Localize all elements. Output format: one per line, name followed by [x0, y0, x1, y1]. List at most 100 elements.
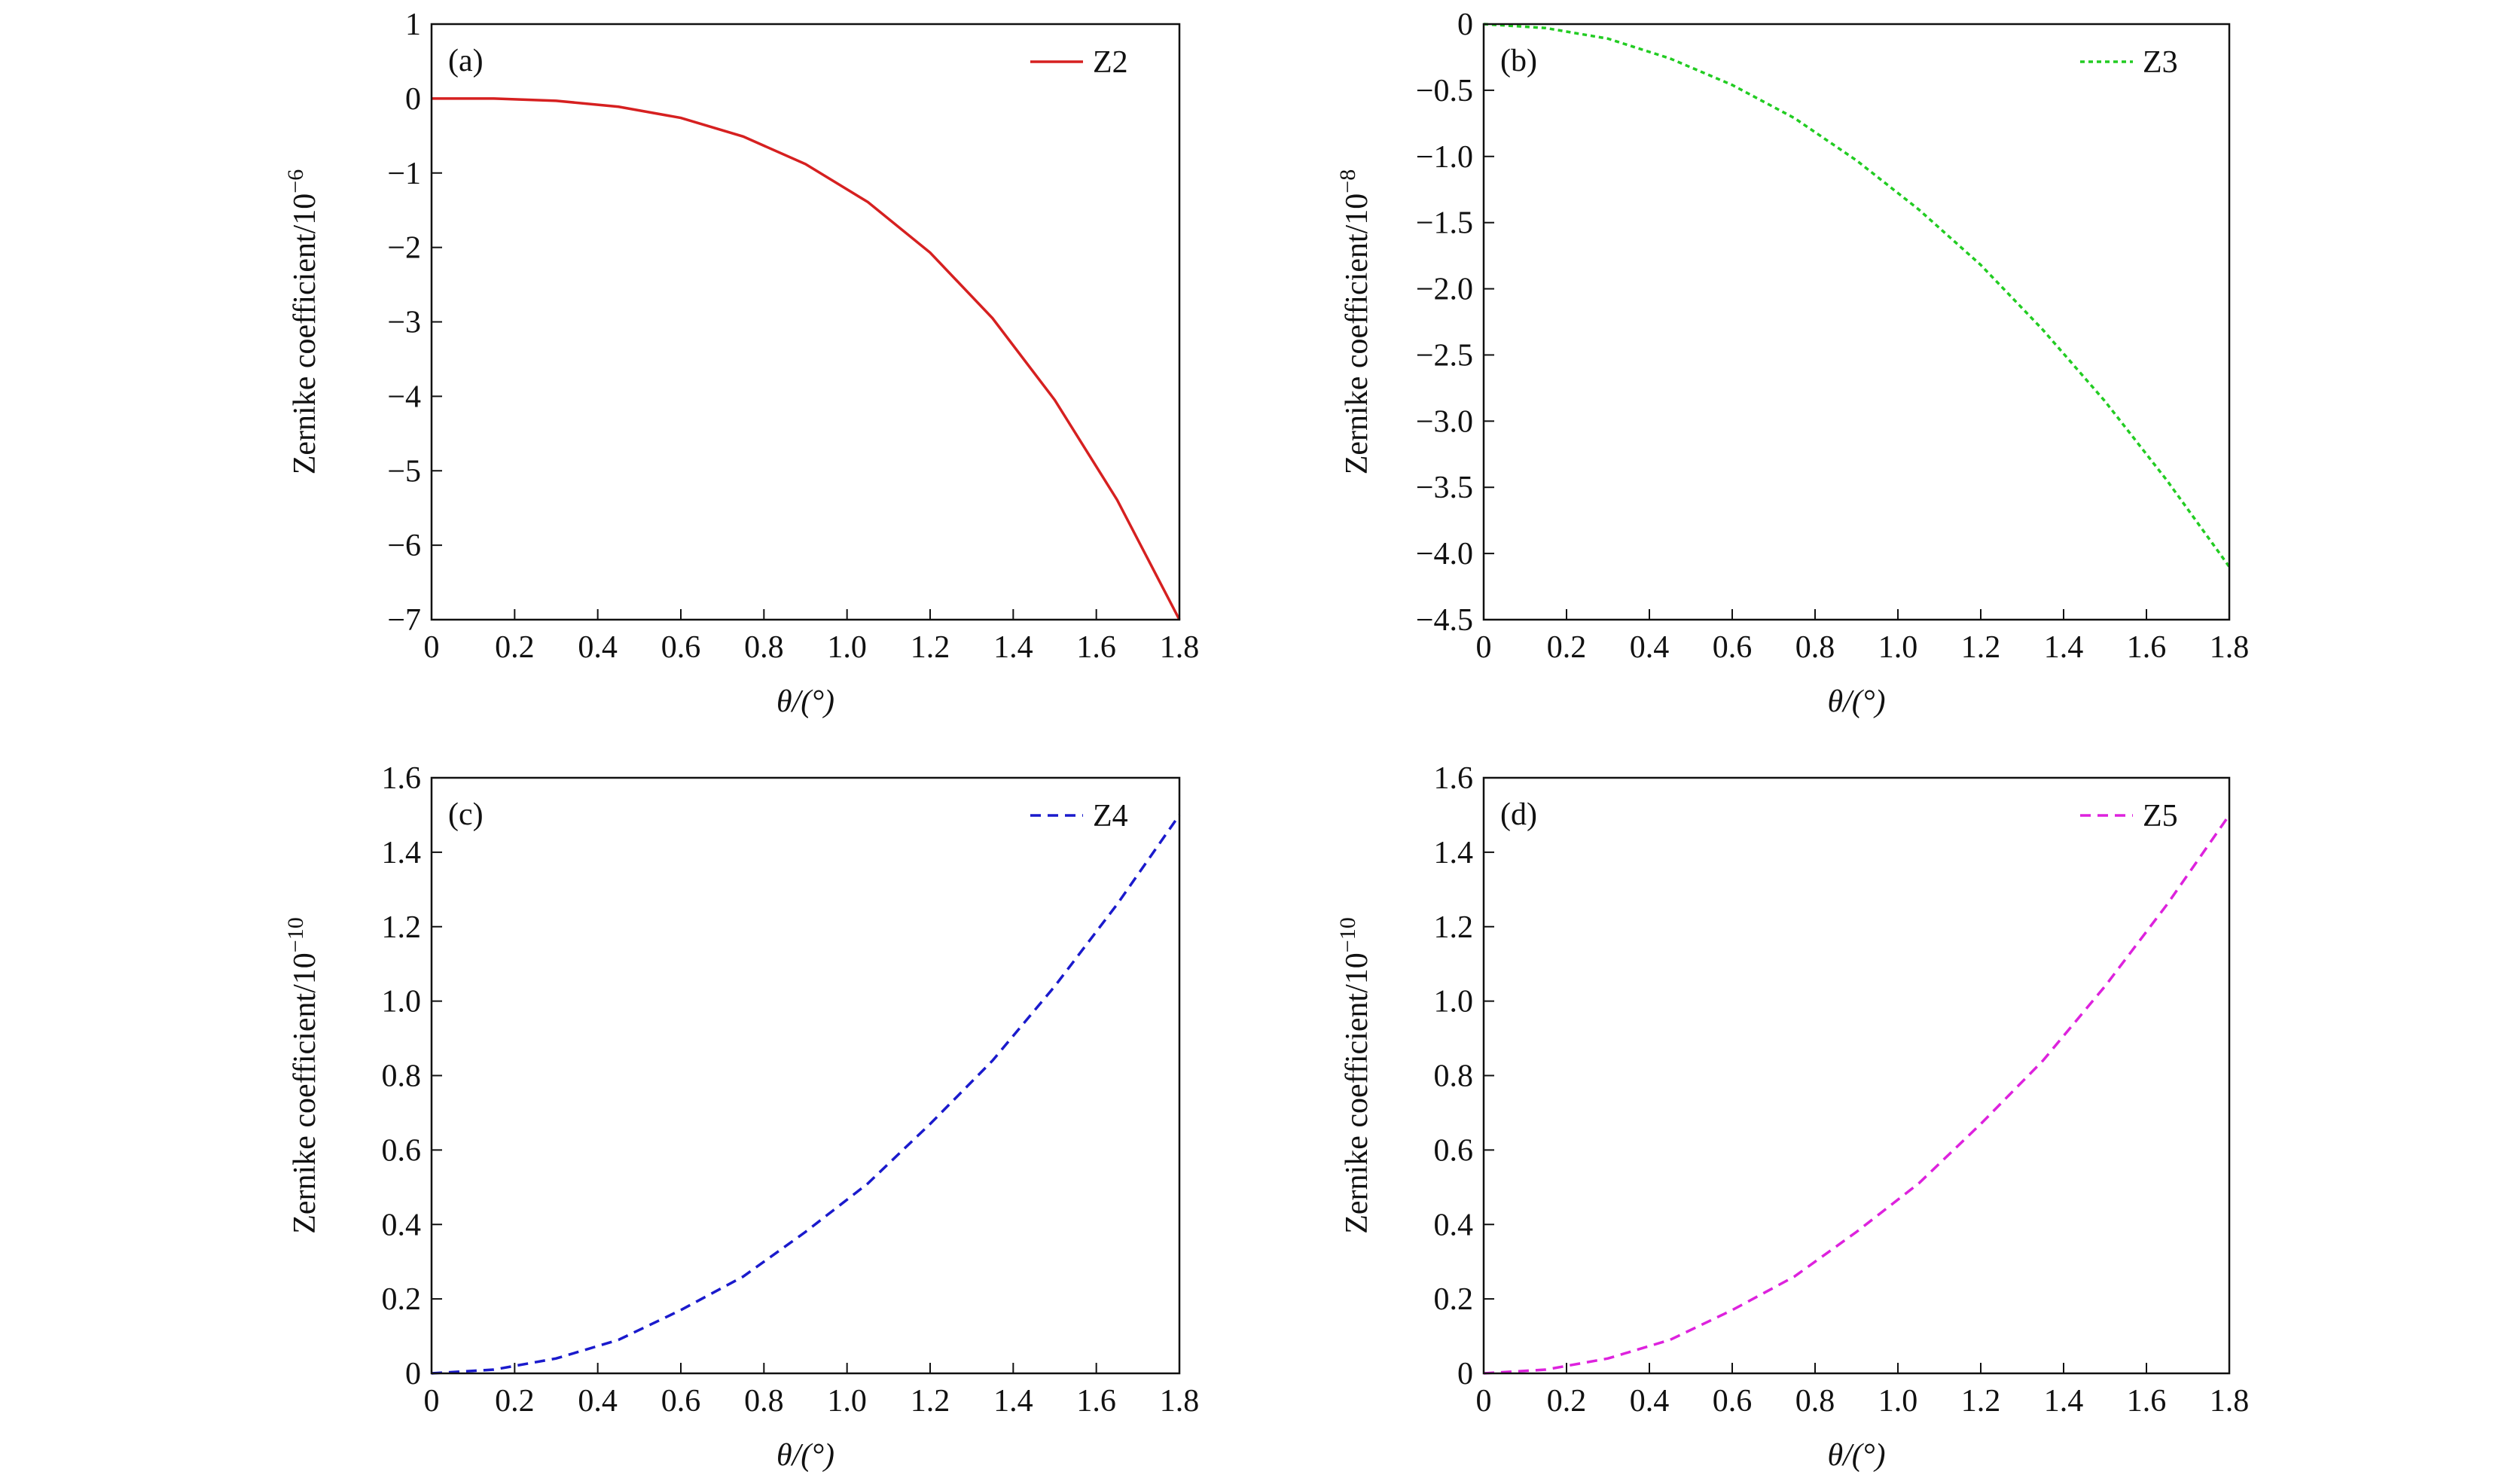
y-tick-label: 0 — [1457, 8, 1473, 42]
y-tick-label: 0.2 — [382, 1282, 422, 1317]
x-tick-label: 1.4 — [2044, 630, 2084, 665]
y-tick-label: 0 — [1457, 1357, 1473, 1391]
y-tick-label: −2 — [387, 231, 421, 266]
y-axis-label-power: −10 — [1335, 917, 1360, 952]
y-tick-label: 0 — [405, 1357, 421, 1391]
x-tick-label: 0.4 — [1630, 1384, 1670, 1419]
x-tick-label: 0.6 — [1713, 630, 1753, 665]
panel: 0 0.2 0.4 0.6 0.8 1.0 1.2 1.4 1.6 1.8 −4.5 −4.0 −3.5… — [1335, 8, 2249, 719]
data-line — [1483, 814, 2231, 1375]
legend-label: Z5 — [2143, 799, 2178, 833]
y-tick-label: 1.2 — [382, 910, 422, 945]
x-tick-label: 0.8 — [744, 1384, 784, 1419]
y-tick-label: −1 — [387, 157, 421, 191]
x-tick-label: 1.2 — [1961, 1384, 2001, 1419]
x-tick-label: 0.8 — [1795, 1384, 1835, 1419]
y-tick-label: 0.2 — [1434, 1282, 1474, 1317]
x-tick-label: 0 — [1476, 1384, 1492, 1419]
y-tick-label: 0.8 — [1434, 1059, 1474, 1094]
data-line — [432, 97, 1181, 620]
x-tick-label: 1.0 — [1878, 1384, 1918, 1419]
panel: 0 0.2 0.4 0.6 0.8 1.0 1.2 1.4 1.6 1.8 0 0.2 0.4 0.6 0.… — [283, 761, 1199, 1473]
y-tick-label: 1.2 — [1434, 910, 1474, 945]
y-tick-label: −5 — [387, 454, 421, 489]
y-axis-label-text: Zernike coefficient/10 — [1340, 194, 1374, 475]
x-tick-label: 1.0 — [1878, 630, 1918, 665]
x-tick-label: 1.0 — [827, 630, 867, 665]
x-tick-label: 0 — [424, 630, 440, 665]
x-tick-label: 0.4 — [1630, 630, 1670, 665]
panel-label: (a) — [448, 44, 484, 78]
panel: 0 0.2 0.4 0.6 0.8 1.0 1.2 1.4 1.6 1.8 −7 −6 −5 −4 −3 −2… — [283, 8, 1199, 719]
y-tick-label: 1 — [405, 8, 421, 42]
y-tick-label: −6 — [387, 529, 421, 563]
x-axis-label: θ/(°) — [776, 1438, 834, 1473]
x-tick-label: 0.8 — [1795, 630, 1835, 665]
x-tick-label: 0.6 — [661, 1384, 701, 1419]
y-tick-label: −7 — [387, 603, 421, 638]
y-tick-label: −1.5 — [1416, 206, 1473, 241]
legend-label: Z3 — [2143, 45, 2178, 80]
y-tick-label: 0.8 — [382, 1059, 422, 1094]
y-tick-label: −2.0 — [1416, 273, 1473, 307]
x-tick-label: 0.4 — [578, 1384, 618, 1419]
data-line — [1483, 23, 2231, 568]
y-tick-label: 1.6 — [382, 761, 422, 796]
y-tick-label: 0.4 — [382, 1208, 422, 1242]
data-line — [431, 814, 1181, 1375]
x-tick-label: 1.2 — [911, 630, 950, 665]
y-tick-label: 0.4 — [1434, 1208, 1474, 1242]
y-tick-label: 1.0 — [382, 985, 422, 1019]
y-tick-label: 1.4 — [1434, 836, 1474, 870]
y-tick-label: −4 — [387, 379, 421, 414]
x-tick-label: 0 — [424, 1384, 440, 1419]
y-tick-label: −2.5 — [1416, 338, 1473, 373]
x-tick-label: 0.8 — [744, 630, 784, 665]
plot-frame — [430, 23, 1181, 621]
y-axis-label-text: Zernike coefficient/10 — [288, 952, 322, 1234]
y-axis-label: Zernike coefficient/10−6 — [283, 169, 322, 474]
plot-frame — [1482, 23, 2231, 621]
x-tick-label: 1.4 — [2044, 1384, 2084, 1419]
y-tick-label: −4.5 — [1416, 603, 1473, 638]
y-tick-label: −3 — [387, 306, 421, 340]
x-tick-label: 1.0 — [827, 1384, 867, 1419]
plot-frame — [1482, 776, 2231, 1375]
plot-frame — [430, 776, 1181, 1375]
x-tick-label: 1.4 — [993, 1384, 1033, 1419]
x-tick-label: 0.2 — [495, 1384, 535, 1419]
y-axis-label-power: −6 — [283, 169, 308, 194]
y-tick-label: 1.6 — [1434, 761, 1474, 796]
y-tick-label: 0.6 — [382, 1133, 422, 1168]
x-tick-label: 1.6 — [2127, 630, 2167, 665]
x-axis-label: θ/(°) — [1827, 684, 1885, 719]
x-tick-label: 1.6 — [1076, 630, 1116, 665]
x-tick-label: 0.2 — [1547, 1384, 1587, 1419]
panel-label: (d) — [1500, 797, 1537, 832]
legend-label: Z2 — [1093, 45, 1128, 80]
y-tick-label: 1.4 — [382, 836, 422, 870]
x-tick-label: 1.6 — [1076, 1384, 1116, 1419]
y-tick-label: 1.0 — [1434, 985, 1474, 1019]
x-tick-label: 1.2 — [1961, 630, 2001, 665]
y-axis-label-power: −8 — [1335, 169, 1360, 194]
x-tick-label: 1.2 — [911, 1384, 950, 1419]
x-tick-label: 1.6 — [2127, 1384, 2167, 1419]
y-tick-label: −0.5 — [1416, 74, 1473, 108]
x-axis-label: θ/(°) — [776, 684, 834, 719]
y-tick-label: 0 — [405, 82, 421, 117]
y-axis-label-text: Zernike coefficient/10 — [1340, 952, 1374, 1234]
panel-label: (b) — [1500, 44, 1537, 78]
panel: 0 0.2 0.4 0.6 0.8 1.0 1.2 1.4 1.6 1.8 0 0.2 0.4 0.6 0.… — [1335, 761, 2249, 1473]
y-axis-label: Zernike coefficient/10−10 — [283, 917, 322, 1233]
x-tick-label: 0 — [1476, 630, 1492, 665]
y-tick-label: −1.0 — [1416, 140, 1473, 175]
x-tick-label: 0.4 — [578, 630, 618, 665]
x-axis-label: θ/(°) — [1827, 1438, 1885, 1473]
panel-label: (c) — [448, 797, 484, 832]
x-tick-label: 1.4 — [993, 630, 1033, 665]
x-tick-label: 0.6 — [1713, 1384, 1753, 1419]
x-tick-label: 1.8 — [1160, 630, 1200, 665]
x-tick-label: 0.2 — [495, 630, 535, 665]
